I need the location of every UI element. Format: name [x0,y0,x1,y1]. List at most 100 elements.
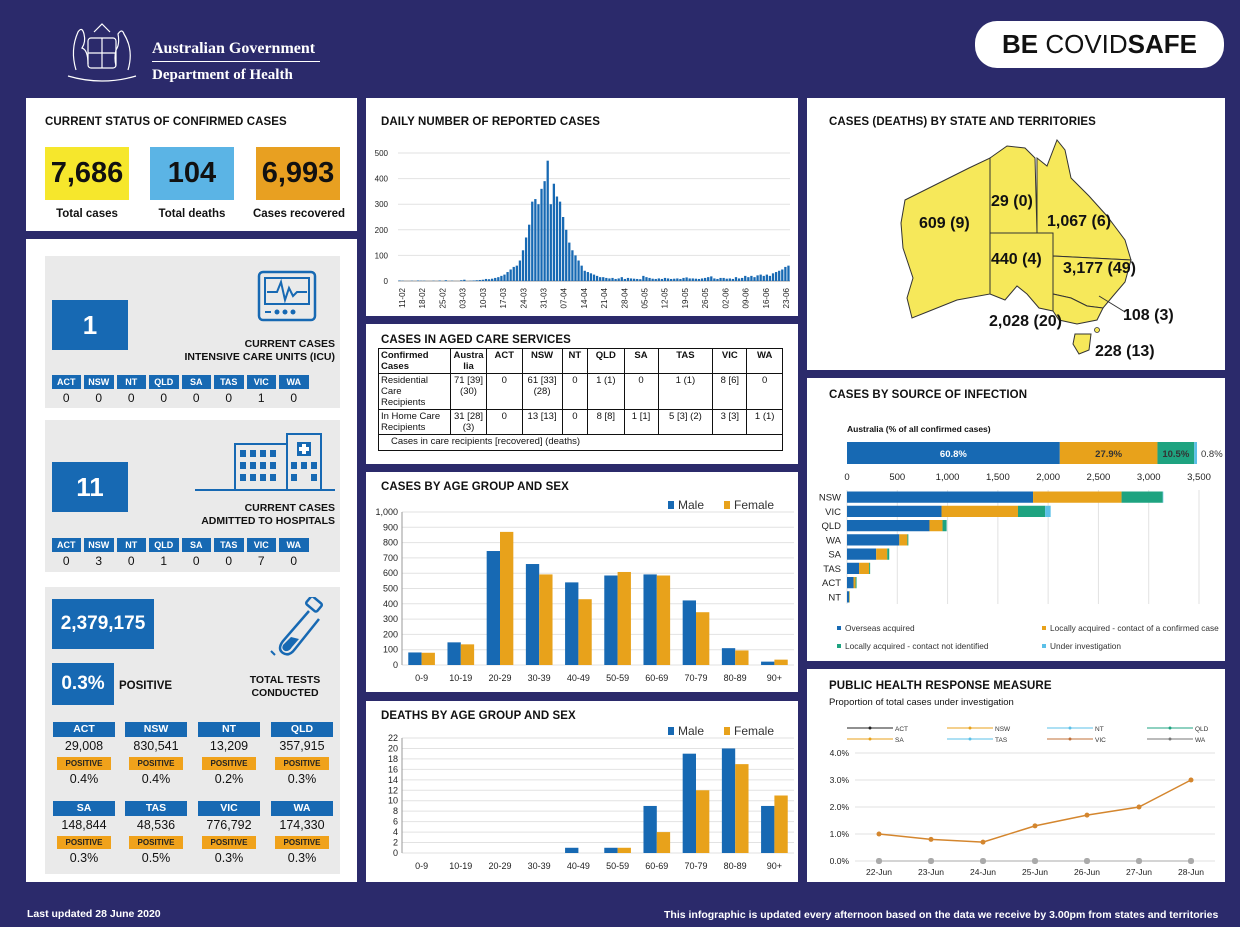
positive-tag: POSITIVE [275,757,329,770]
dept-title: Department of Health [152,67,293,83]
y-tick-label: 0 [393,848,398,858]
y-tick-label: 20 [388,743,398,753]
y-tick-label: 200 [375,226,389,235]
map-title: CASES (DEATHS) BY STATE AND TERRITORIES [829,116,1096,128]
total-deaths-box: 104 [150,147,234,200]
source-bar [869,562,871,574]
x-tick-label: 20-29 [488,673,511,683]
deaths-age-panel: DEATHS BY AGE GROUP AND SEX 0 2 4 6 8 10 12 14 1… [366,701,798,882]
source-bar [1045,505,1051,517]
x-tick-label: 0-9 [415,861,428,871]
female-bar [656,575,671,665]
y-tick-label: 900 [383,522,398,532]
x-tick-label: 70-79 [684,673,707,683]
table-cell: 0 [623,373,659,410]
x-tick-label: 60-69 [645,673,668,683]
map-label-nsw: 3,177 (49) [1063,260,1136,277]
recovered-label: Cases recovered [252,208,346,220]
icu-state-label: ACT [51,375,81,389]
act-dot [1094,327,1100,333]
y-tick-label: 300 [375,200,389,209]
daily-bar [398,280,401,281]
daily-bar [660,278,664,281]
hospital-state-label: QLD [149,538,179,552]
hospital-state-value: 0 [192,554,200,568]
daily-bar [737,278,741,281]
table-cell: 1 (1) [657,373,714,410]
legend-label: ACT [895,726,908,733]
table-cell: 61 [33] (28) [521,373,563,410]
daily-bar [639,279,642,281]
tests-state-count: 29,008 [64,739,104,753]
last-updated: Last updated 28 June 2020 [27,908,161,920]
source-bar [887,548,890,560]
daily-bar [602,277,605,281]
daily-bar [642,275,645,281]
x-tick-label: 25-Jun [1022,867,1048,877]
y-tick-label: 4.0% [830,748,850,758]
positive-tag: POSITIVE [202,836,256,849]
status-title: CURRENT STATUS OF CONFIRMED CASES [45,116,287,128]
map-label-qld: 1,067 (6) [1047,213,1111,230]
x-tick-label: 30-39 [528,673,551,683]
daily-bar [768,275,772,281]
monitor-icon [255,266,319,335]
daily-bar [592,274,596,281]
y-tick-label: ACT [822,578,841,589]
tests-state-count: 48,536 [136,818,176,832]
daily-bar [531,201,534,281]
tests-state-pct: 0.2% [214,772,244,786]
daily-bar [663,277,667,281]
map-label-nt: 29 (0) [991,193,1033,210]
tests-total: 2,379,175 [52,599,154,649]
hospital-state-label: WA [279,538,309,552]
legend-swatch [837,644,841,648]
icu-state-label: WA [279,375,309,389]
series-point [1032,858,1038,864]
sa-region [989,232,1054,312]
daily-bar [478,279,481,281]
y-tick-label: 1.0% [830,829,850,839]
y-tick-label: VIC [825,507,841,518]
source-subtitle: Australia (% of all confirmed cases) [847,424,991,434]
icu-value: 1 [52,300,128,350]
share-label: 27.9% [1095,449,1122,460]
recovered-box: 6,993 [256,147,340,200]
tests-state-label: QLD [271,722,333,737]
tests-state: VIC 776,792 POSITIVE 0.3% [198,801,260,865]
daily-bar [500,275,503,281]
female-bar [656,832,671,853]
source-bar [847,505,942,517]
x-tick-label: 28-04 [620,287,629,308]
daily-bar [682,277,685,281]
daily-bar [574,255,577,281]
daily-bar [589,273,593,281]
table-cell: 1 (1) [746,409,783,435]
hospital-state-label: NT [116,538,146,552]
table-cell: 0 [561,373,589,410]
daily-bar [506,272,509,281]
source-bar [847,520,930,532]
map-label-sa: 440 (4) [991,251,1042,268]
y-tick-label: 200 [383,629,398,639]
table-cell: 5 [3] (2) [657,409,714,435]
daily-bar [543,181,546,281]
share-segment [1157,442,1195,464]
series-point [876,831,882,837]
badge-covid: COVID [1045,29,1128,59]
tests-state-label: ACT [53,722,115,737]
x-tick-label: 31-03 [539,287,548,308]
tests-state-pct: 0.3% [69,851,99,865]
total-deaths-value: 104 [167,157,217,189]
daily-bar [753,277,756,281]
daily-bar [716,278,719,281]
daily-cases-panel: DAILY NUMBER OF REPORTED CASES 0 100 200 30… [366,98,798,316]
daily-bar [481,279,485,281]
hospital-label-2: ADMITTED TO HOSPITALS [201,515,335,527]
x-tick-label: 17-03 [499,287,508,308]
tests-state-count: 13,209 [209,739,249,753]
y-tick-label: 2.0% [830,802,850,812]
source-bar [847,491,1034,503]
x-tick-label: 27-Jun [1126,867,1152,877]
